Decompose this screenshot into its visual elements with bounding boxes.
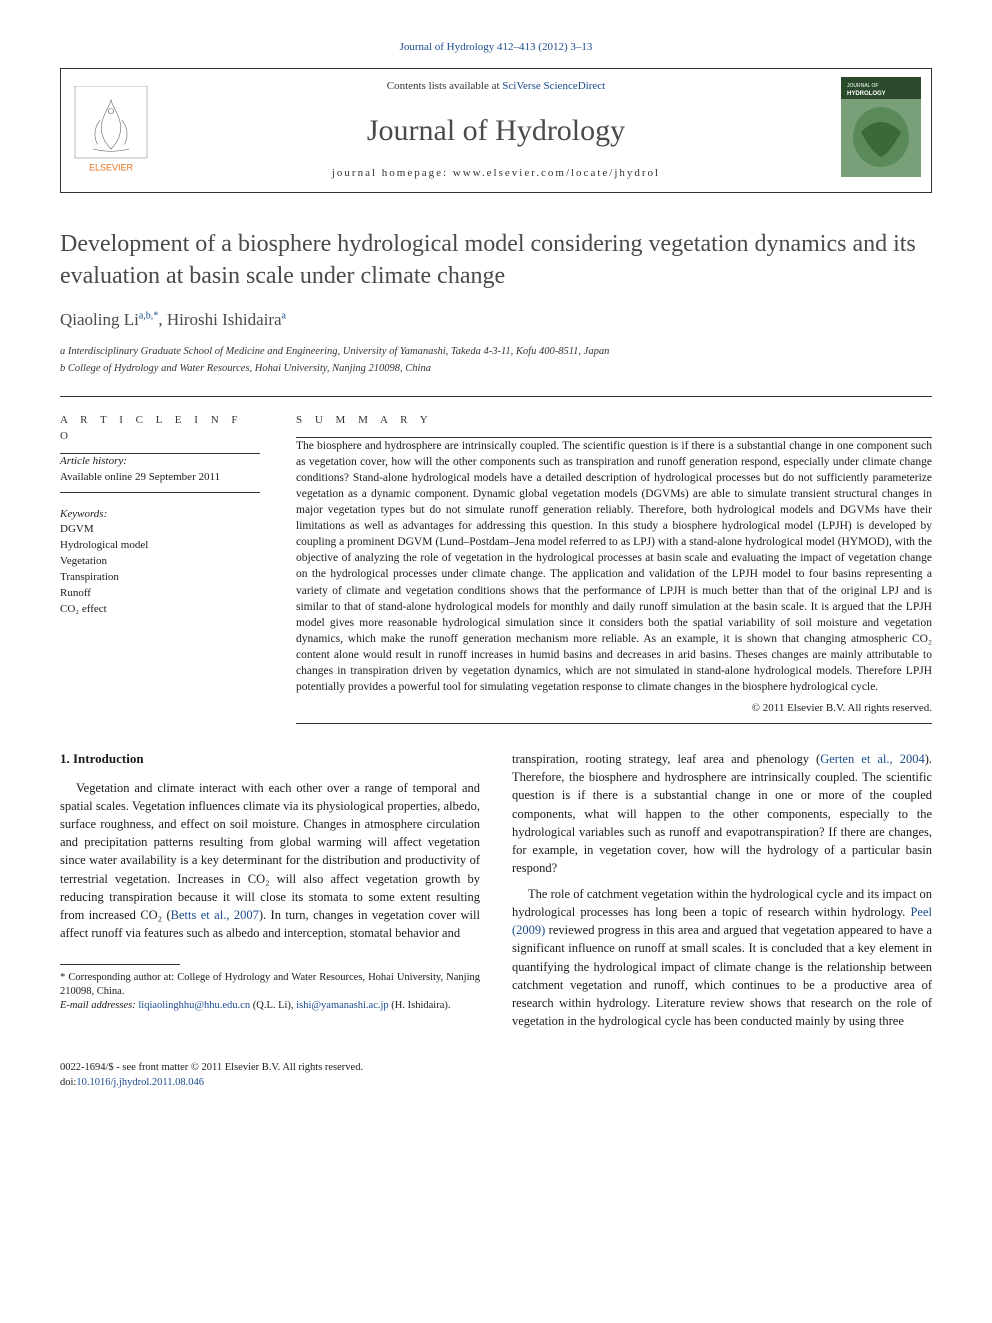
history-label: Article history:: [60, 454, 260, 470]
divider: [60, 492, 260, 493]
paragraph: transpiration, rooting strategy, leaf ar…: [512, 750, 932, 877]
paragraph: The role of catchment vegetation within …: [512, 885, 932, 1030]
email-link-2[interactable]: ishi@yamanashi.ac.jp: [296, 1000, 388, 1011]
page: Journal of Hydrology 412–413 (2012) 3–13…: [0, 0, 992, 1130]
left-column: 1. Introduction Vegetation and climate i…: [60, 750, 480, 1030]
history-text: Available online 29 September 2011: [60, 470, 260, 486]
corr-text: * Corresponding author at: College of Hy…: [60, 971, 480, 999]
text: transpiration, rooting strategy, leaf ar…: [512, 752, 820, 766]
doi-label: doi:: [60, 1077, 76, 1088]
keywords-label: Keywords:: [60, 507, 260, 523]
citation-link[interactable]: Gerten et al., 2004: [820, 752, 924, 766]
email-who-1: (Q.L. Li),: [250, 1000, 296, 1011]
author-1: Qiaoling Li: [60, 310, 139, 329]
issn-line: 0022-1694/$ - see front matter © 2011 El…: [60, 1060, 932, 1075]
affiliations: a Interdisciplinary Graduate School of M…: [60, 344, 932, 375]
text: Vegetation and climate interact with eac…: [60, 781, 480, 922]
paragraph: Vegetation and climate interact with eac…: [60, 779, 480, 942]
summary-text: The biosphere and hydrosphere are intrin…: [296, 438, 932, 696]
homepage-prefix: journal homepage:: [332, 167, 453, 179]
meta-row: A R T I C L E I N F O Article history: A…: [60, 413, 932, 724]
divider: [60, 396, 932, 397]
summary-heading: S U M M A R Y: [296, 413, 932, 429]
citation-link[interactable]: Betts et al., 2007: [171, 908, 259, 922]
sciencedirect-link[interactable]: SciVerse ScienceDirect: [502, 80, 605, 92]
elsevier-logo: ELSEVIER: [61, 69, 161, 192]
header-center: Contents lists available at SciVerse Sci…: [161, 69, 831, 192]
email-who-2: (H. Ishidaira).: [389, 1000, 451, 1011]
email-line: E-mail addresses: liqiaolinghhu@hhu.edu.…: [60, 999, 480, 1013]
email-link-1[interactable]: liqiaolinghhu@hhu.edu.cn: [138, 1000, 250, 1011]
cover-label-top: JOURNAL OF: [847, 83, 878, 89]
contents-line: Contents lists available at SciVerse Sci…: [169, 79, 823, 95]
article-info: A R T I C L E I N F O Article history: A…: [60, 413, 260, 724]
keyword: CO₂ effect: [60, 602, 260, 618]
keyword: DGVM: [60, 522, 260, 538]
body-columns: 1. Introduction Vegetation and climate i…: [60, 750, 932, 1030]
summary-block: S U M M A R Y The biosphere and hydrosph…: [296, 413, 932, 724]
email-label: E-mail addresses:: [60, 1000, 138, 1011]
footnote-separator: [60, 964, 180, 965]
author-2-aff[interactable]: a: [282, 310, 286, 321]
doi-link[interactable]: 10.1016/j.jhydrol.2011.08.046: [76, 1077, 204, 1088]
journal-header: ELSEVIER Contents lists available at Sci…: [60, 68, 932, 193]
text: The role of catchment vegetation within …: [512, 887, 932, 919]
keyword: Vegetation: [60, 554, 260, 570]
text: reviewed progress in this area and argue…: [512, 923, 932, 1028]
section-heading: 1. Introduction: [60, 750, 480, 769]
page-footer: 0022-1694/$ - see front matter © 2011 El…: [60, 1060, 932, 1090]
keyword: Hydrological model: [60, 538, 260, 554]
author-1-aff[interactable]: a,b,: [139, 310, 153, 321]
corresponding-footnote: * Corresponding author at: College of Hy…: [60, 971, 480, 1014]
journal-name: Journal of Hydrology: [169, 109, 823, 153]
homepage-url[interactable]: www.elsevier.com/locate/jhydrol: [453, 167, 660, 179]
keyword: Runoff: [60, 586, 260, 602]
cover-label-bottom: HYDROLOGY: [847, 91, 886, 97]
article-title: Development of a biosphere hydrological …: [60, 229, 932, 291]
right-column: transpiration, rooting strategy, leaf ar…: [512, 750, 932, 1030]
authors: Qiaoling Lia,b,*, Hiroshi Ishidairaa: [60, 308, 932, 333]
affiliation-b: b College of Hydrology and Water Resourc…: [60, 361, 932, 376]
contents-prefix: Contents lists available at: [387, 80, 502, 92]
author-sep: ,: [158, 310, 167, 329]
keyword: Transpiration: [60, 570, 260, 586]
elsevier-text: ELSEVIER: [89, 162, 134, 172]
homepage-line: journal homepage: www.elsevier.com/locat…: [169, 166, 823, 182]
issue-ref-link[interactable]: Journal of Hydrology 412–413 (2012) 3–13: [60, 40, 932, 56]
affiliation-a: a Interdisciplinary Graduate School of M…: [60, 344, 932, 359]
journal-cover-thumb: JOURNAL OF HYDROLOGY: [831, 69, 931, 192]
author-2: Hiroshi Ishidaira: [167, 310, 282, 329]
doi-line: doi:10.1016/j.jhydrol.2011.08.046: [60, 1075, 932, 1090]
article-info-heading: A R T I C L E I N F O: [60, 413, 260, 445]
divider: [296, 723, 932, 724]
text: ). Therefore, the biosphere and hydrosph…: [512, 752, 932, 875]
copyright: © 2011 Elsevier B.V. All rights reserved…: [296, 701, 932, 717]
